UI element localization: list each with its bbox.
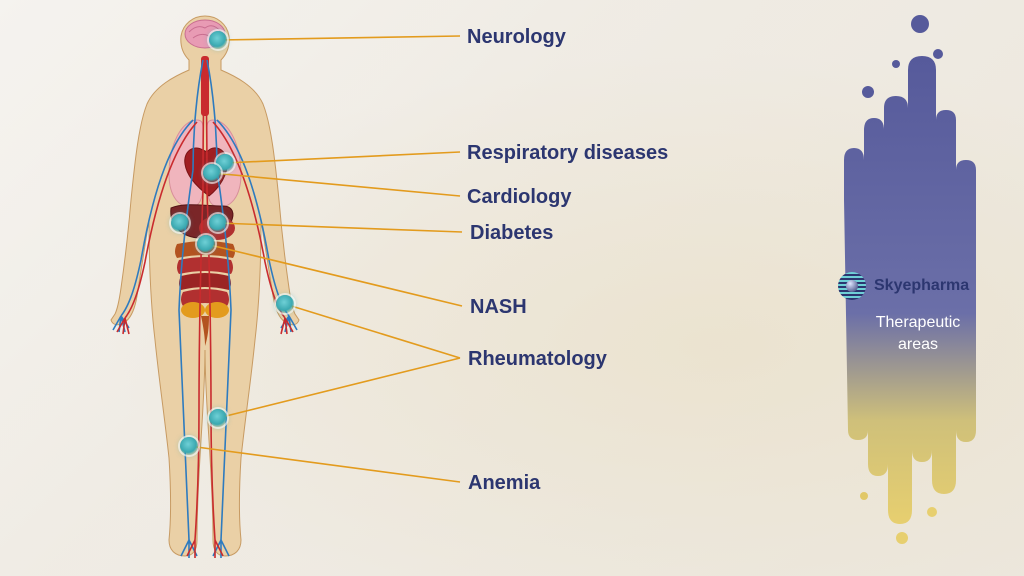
label-nash: NASH xyxy=(470,296,527,319)
brand-name: Skyepharma xyxy=(874,277,969,295)
anatomy-svg xyxy=(85,10,325,565)
marker-rheum xyxy=(276,295,294,313)
label-respiratory: Respiratory diseases xyxy=(467,142,668,165)
anatomy-figure xyxy=(85,10,325,565)
marker-nash xyxy=(197,235,215,253)
label-cardiology: Cardiology xyxy=(467,186,571,209)
label-diabetes: Diabetes xyxy=(470,222,553,245)
label-rheum: Rheumatology xyxy=(468,348,607,371)
marker-rheum2 xyxy=(209,409,227,427)
label-anemia: Anemia xyxy=(468,472,540,495)
brand-logo: Skyepharma xyxy=(838,272,969,300)
logo-icon xyxy=(838,272,866,300)
side-title-line1: Therapeutic xyxy=(876,314,961,331)
marker-neurology xyxy=(209,31,227,49)
side-title: Therapeutic areas xyxy=(858,312,978,355)
marker-diabetes2 xyxy=(171,214,189,232)
marker-anemia xyxy=(180,437,198,455)
side-title-line2: areas xyxy=(898,336,938,353)
marker-diabetes xyxy=(209,214,227,232)
label-neurology: Neurology xyxy=(467,26,566,49)
marker-cardiology xyxy=(203,164,221,182)
